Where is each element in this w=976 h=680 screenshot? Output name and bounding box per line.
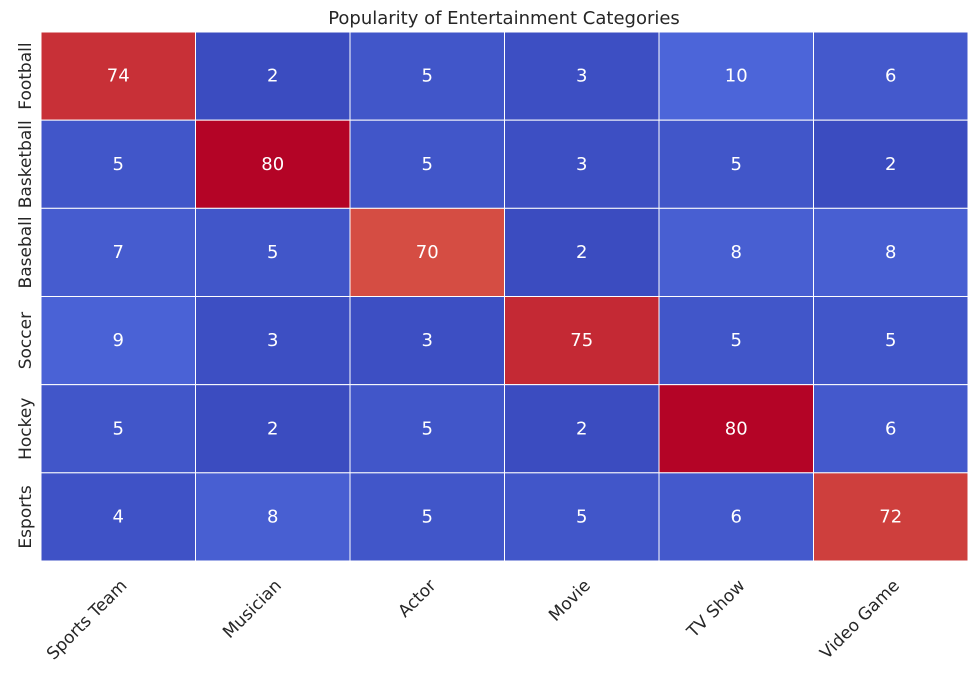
heatmap-cell: [349, 384, 505, 474]
heatmap-cell: [195, 296, 351, 386]
heatmap-cell: [658, 31, 814, 121]
heatmap-cell: [40, 207, 196, 297]
cell-value-label: 5: [422, 418, 433, 439]
cell-value-label: 5: [576, 506, 587, 527]
x-tick-label: TV Show: [683, 576, 750, 643]
cell-value-label: 8: [267, 506, 278, 527]
y-tick-label: Football: [16, 42, 36, 109]
heatmap-cell: [658, 472, 814, 562]
cell-value-label: 3: [576, 154, 587, 175]
cell-value-label: 6: [731, 506, 742, 527]
cell-value-label: 5: [267, 242, 278, 263]
cell-value-label: 5: [731, 154, 742, 175]
cell-value-label: 8: [885, 242, 896, 263]
cell-value-label: 2: [576, 418, 587, 439]
cell-value-label: 2: [267, 66, 278, 87]
cell-value-label: 74: [107, 66, 130, 87]
cell-value-label: 10: [725, 66, 748, 87]
cell-value-label: 2: [885, 154, 896, 175]
cell-value-label: 5: [113, 418, 124, 439]
cell-value-label: 8: [731, 242, 742, 263]
heatmap-cell: [40, 384, 196, 474]
cell-value-label: 80: [725, 418, 748, 439]
x-tick-label: Actor: [395, 576, 441, 622]
heatmap-cell: [349, 296, 505, 386]
heatmap-cell: [195, 31, 351, 121]
cell-value-label: 70: [416, 242, 439, 263]
heatmap-cell: [813, 384, 969, 474]
heatmap-cell: [813, 472, 969, 562]
y-tick-label: Baseball: [16, 216, 36, 288]
y-tick-label: Hockey: [16, 398, 36, 460]
heatmap-cell: [40, 472, 196, 562]
x-tick-label: Sports Team: [43, 576, 131, 664]
cell-value-label: 3: [576, 66, 587, 87]
cell-value-label: 80: [261, 154, 284, 175]
cell-value-label: 5: [731, 330, 742, 351]
heatmap-cell: [813, 207, 969, 297]
heatmap-cell: [504, 119, 660, 209]
heatmap-cell: [195, 207, 351, 297]
x-tick-label: Movie: [545, 576, 595, 626]
cell-value-label: 5: [113, 154, 124, 175]
heatmap-cell: [658, 296, 814, 386]
heatmap-cell: [813, 119, 969, 209]
cell-value-label: 3: [422, 330, 433, 351]
cell-value-label: 5: [422, 66, 433, 87]
cell-value-label: 9: [113, 330, 124, 351]
cell-value-label: 4: [113, 506, 124, 527]
cell-annotations: 74 2 5 3 10 65 80 5 3 5 27 5 70 2 8 89 3 3 75 5 55 2 5 2 80 64 8 5 5…: [107, 66, 902, 528]
heatmap-cell: [504, 296, 660, 386]
heatmap-cell: [349, 207, 505, 297]
cell-value-label: 75: [570, 330, 593, 351]
heatmap-cell: [813, 296, 969, 386]
heatmap-cell: [504, 207, 660, 297]
x-tick-label: Musician: [219, 576, 286, 643]
cell-value-label: 5: [885, 330, 896, 351]
cell-value-label: 3: [267, 330, 278, 351]
cell-value-label: 72: [879, 506, 902, 527]
cell-value-label: 6: [885, 418, 896, 439]
heatmap-cell: [195, 119, 351, 209]
heatmap-cell: [504, 31, 660, 121]
cell-value-label: 5: [422, 154, 433, 175]
y-tick-label: Soccer: [16, 312, 36, 369]
heatmap-cell: [813, 31, 969, 121]
y-tick-label: Esports: [16, 485, 36, 548]
heatmap-cell: [658, 384, 814, 474]
x-tick-label: Video Game: [816, 576, 903, 663]
chart-title: Popularity of Entertainment Categories: [328, 8, 680, 29]
heatmap-cell: [349, 31, 505, 121]
cell-value-label: 5: [422, 506, 433, 527]
cell-value-label: 6: [885, 66, 896, 87]
y-tick-labels: Football Basketball Baseball Soccer Hockey Es…: [16, 42, 36, 548]
cell-value-label: 7: [113, 242, 124, 263]
heatmap-cells: [40, 31, 969, 562]
x-tick-labels: Sports Team Musician Actor Movie TV Show Vide…: [43, 561, 904, 664]
cell-value-label: 2: [576, 242, 587, 263]
y-tick-label: Basketball: [16, 120, 36, 208]
cell-value-label: 2: [267, 418, 278, 439]
heatmap-cell: [40, 31, 196, 121]
heatmap-cell: [40, 296, 196, 386]
heatmap-cell: [658, 207, 814, 297]
heatmap-cell: [504, 384, 660, 474]
